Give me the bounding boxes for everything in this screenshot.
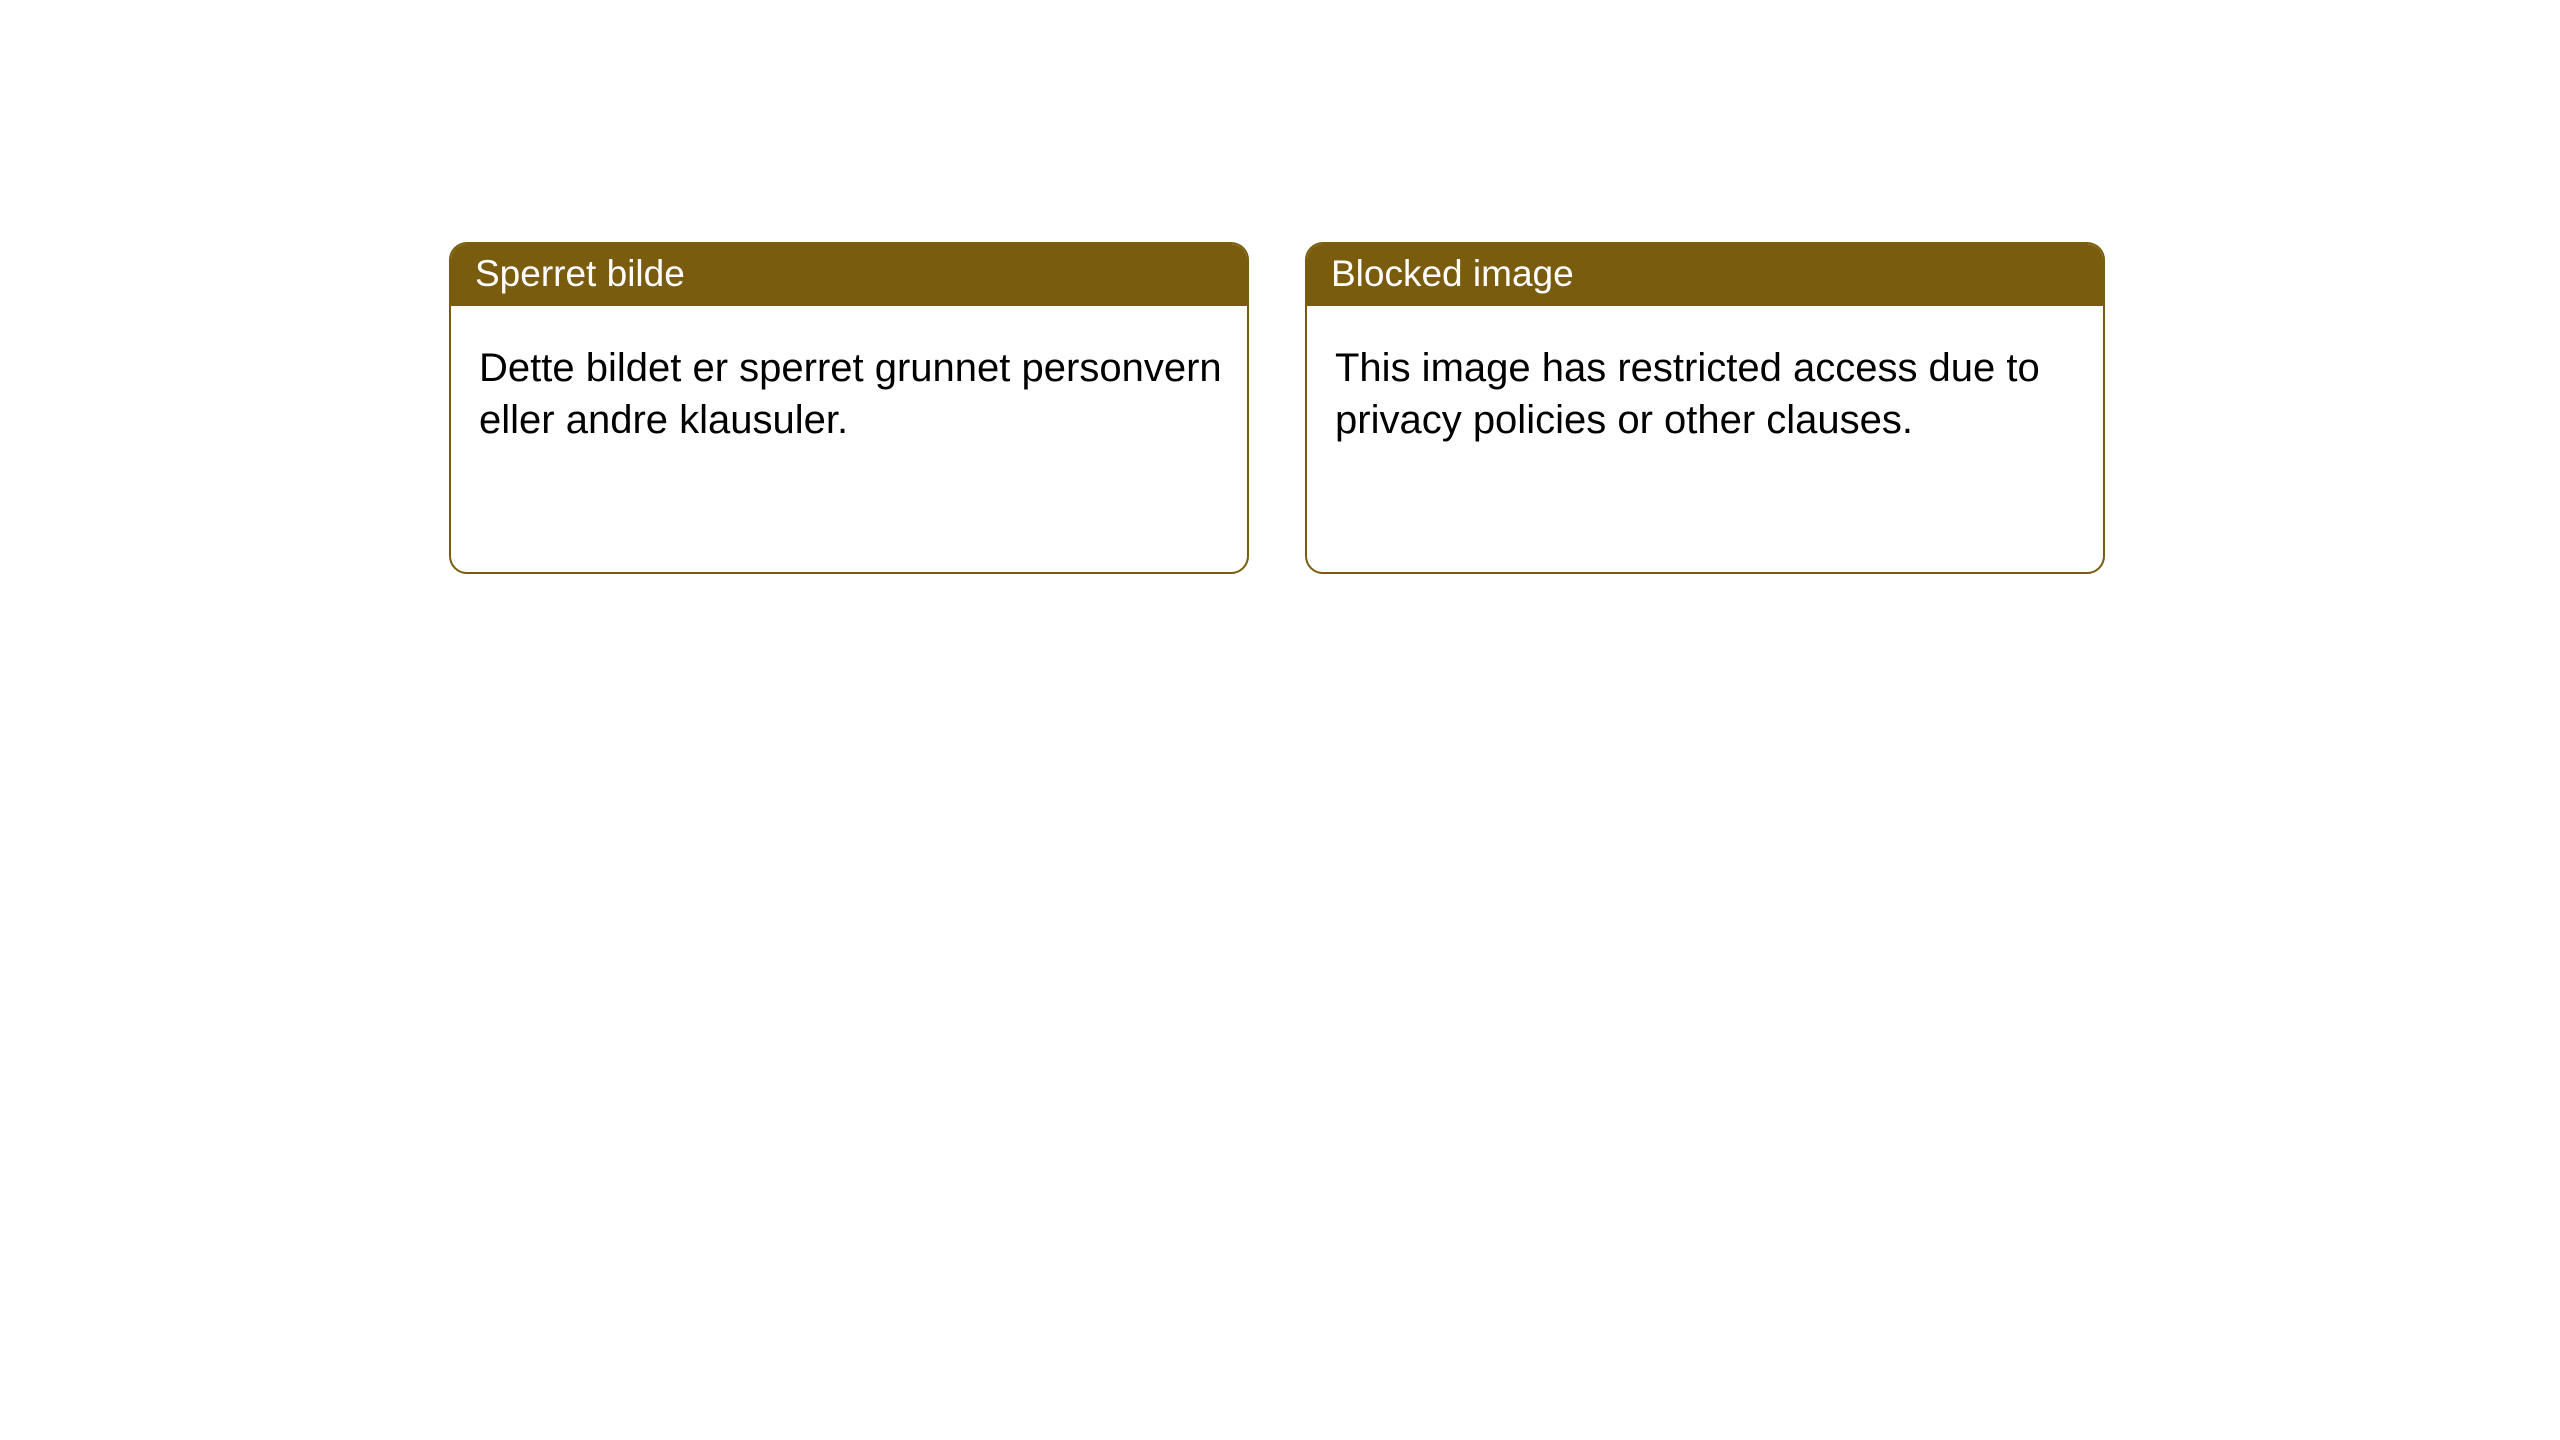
card-body: This image has restricted access due to …: [1307, 306, 2103, 470]
card-title: Sperret bilde: [451, 244, 1247, 306]
notice-card-norwegian: Sperret bilde Dette bildet er sperret gr…: [449, 242, 1249, 574]
notice-container: Sperret bilde Dette bildet er sperret gr…: [0, 0, 2560, 574]
card-body: Dette bildet er sperret grunnet personve…: [451, 306, 1247, 470]
card-title: Blocked image: [1307, 244, 2103, 306]
notice-card-english: Blocked image This image has restricted …: [1305, 242, 2105, 574]
